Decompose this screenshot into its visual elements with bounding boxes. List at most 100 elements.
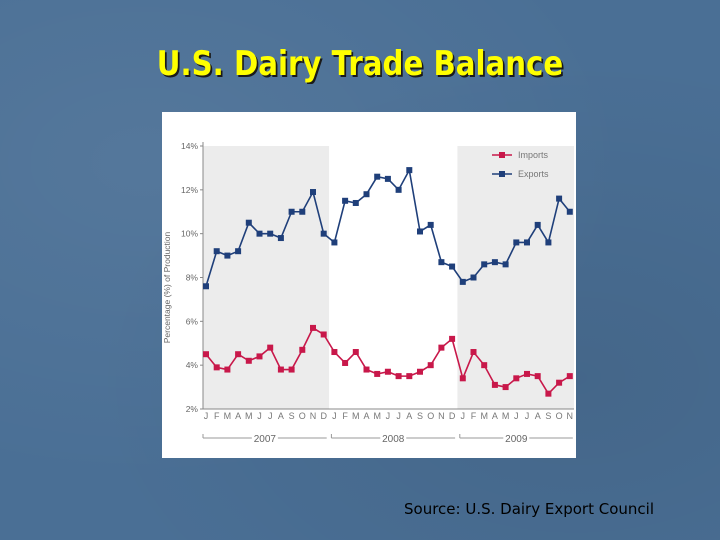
data-point-exports	[363, 191, 370, 198]
month-label: N	[438, 411, 445, 421]
month-label: J	[514, 411, 519, 421]
data-point-exports	[256, 230, 263, 237]
data-point-imports	[352, 349, 359, 356]
month-label: A	[235, 411, 241, 421]
month-label: A	[406, 411, 412, 421]
data-point-exports	[427, 221, 434, 228]
legend-marker	[499, 152, 505, 158]
month-label: J	[525, 411, 530, 421]
data-point-exports	[310, 189, 316, 196]
data-point-exports	[245, 219, 252, 226]
data-point-imports	[566, 373, 573, 380]
data-point-imports	[459, 375, 466, 382]
month-label: S	[289, 411, 295, 421]
chart-panel: 2% 4% 6% 8% 10% 12% 14% Percentage (%) of Produ…	[162, 112, 576, 458]
data-point-imports	[342, 359, 349, 366]
data-point-exports	[213, 248, 220, 255]
data-point-imports	[449, 335, 456, 342]
data-point-exports	[417, 228, 423, 235]
data-point-exports	[288, 208, 295, 215]
data-point-imports	[406, 373, 413, 380]
data-point-imports	[310, 324, 316, 331]
month-label: F	[342, 411, 348, 421]
year-label: 2008	[382, 434, 405, 445]
month-label: F	[471, 411, 477, 421]
data-point-imports	[524, 370, 530, 377]
legend-marker	[499, 171, 505, 177]
month-label: D	[320, 411, 327, 421]
data-point-imports	[470, 349, 477, 356]
data-point-imports	[256, 353, 263, 360]
month-label: O	[427, 411, 434, 421]
data-point-exports	[566, 208, 573, 215]
y-tick-label: 12%	[181, 185, 198, 195]
data-point-imports	[320, 331, 327, 338]
data-point-imports	[384, 368, 391, 375]
data-point-exports	[267, 230, 274, 237]
month-label: F	[214, 411, 220, 421]
slide-title: U.S. Dairy Trade Balance	[156, 44, 564, 84]
month-label: J	[386, 411, 391, 421]
month-label: J	[332, 411, 337, 421]
data-point-exports	[556, 195, 563, 202]
month-label: J	[257, 411, 262, 421]
month-label: M	[245, 411, 253, 421]
data-point-exports	[331, 239, 338, 246]
data-point-imports	[267, 344, 274, 351]
line-chart: 2% 4% 6% 8% 10% 12% 14% Percentage (%) of Produ…	[162, 141, 574, 445]
source-caption: Source: U.S. Dairy Export Council	[404, 500, 654, 518]
data-point-exports	[545, 239, 552, 246]
y-tick-label: 14%	[181, 141, 198, 151]
data-point-imports	[545, 390, 552, 397]
data-point-exports	[374, 173, 381, 180]
data-point-imports	[235, 351, 242, 358]
data-point-exports	[524, 239, 530, 246]
data-point-exports	[481, 261, 488, 268]
data-point-exports	[406, 167, 413, 174]
month-label: M	[502, 411, 510, 421]
data-point-imports	[224, 366, 231, 373]
data-point-exports	[320, 230, 327, 237]
data-point-imports	[556, 379, 563, 386]
month-label: M	[373, 411, 381, 421]
year-label-bg	[251, 432, 278, 444]
data-point-exports	[438, 259, 445, 266]
y-tick-label: 6%	[186, 316, 199, 326]
data-point-exports	[449, 263, 456, 270]
data-point-imports	[427, 362, 434, 369]
year-label-bg	[380, 432, 407, 444]
data-point-imports	[288, 366, 295, 373]
data-point-imports	[491, 381, 498, 388]
legend-label: Imports	[518, 150, 549, 160]
data-point-exports	[459, 278, 466, 285]
y-tick-label: 10%	[181, 229, 198, 239]
data-point-imports	[213, 364, 220, 371]
data-point-exports	[395, 186, 402, 193]
year-label-bg	[503, 432, 530, 444]
y-tick-label: 2%	[186, 404, 199, 414]
data-point-imports	[203, 351, 209, 358]
year-band-2007	[203, 146, 330, 409]
month-label: A	[535, 411, 541, 421]
month-label: D	[449, 411, 456, 421]
month-label: J	[461, 411, 466, 421]
data-point-imports	[534, 373, 541, 380]
month-label: O	[299, 411, 306, 421]
y-axis-title: Percentage (%) of Production	[162, 231, 172, 343]
year-label: 2007	[254, 434, 277, 445]
data-point-imports	[299, 346, 306, 353]
data-point-exports	[470, 274, 477, 281]
month-label: M	[224, 411, 232, 421]
month-label: S	[545, 411, 551, 421]
data-point-imports	[417, 368, 423, 375]
data-point-imports	[277, 366, 284, 373]
data-point-imports	[245, 357, 252, 364]
data-point-imports	[395, 373, 402, 380]
data-point-exports	[235, 248, 242, 255]
month-label: J	[396, 411, 401, 421]
month-label: O	[556, 411, 563, 421]
month-label: N	[567, 411, 574, 421]
month-label: M	[480, 411, 488, 421]
data-point-exports	[277, 235, 284, 242]
data-point-exports	[502, 261, 509, 268]
